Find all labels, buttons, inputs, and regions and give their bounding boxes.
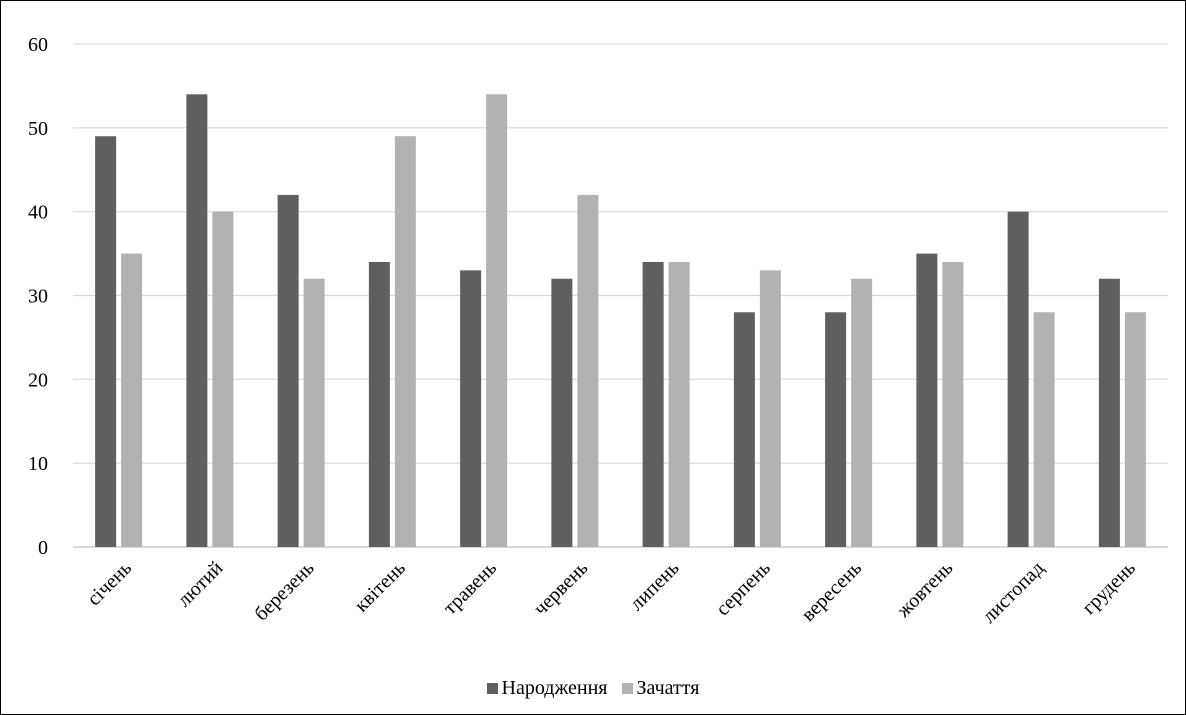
- x-axis-ticks: січень лютий березень квітень травень червень…: [83, 557, 1140, 628]
- bar-births-3: [368, 261, 390, 547]
- bar-births-2: [277, 194, 299, 547]
- bar-births-0: [95, 136, 117, 547]
- legend-swatch-births: [486, 683, 498, 694]
- x-tick-label: березень: [250, 557, 318, 625]
- x-tick-label: серпень: [712, 557, 775, 620]
- bar-conceptions-1: [212, 211, 234, 547]
- legend-label-births: Народження: [501, 677, 608, 699]
- legend-swatch-conceptions: [621, 683, 633, 694]
- bar-conceptions-5: [577, 194, 599, 547]
- x-tick-label: грудень: [1078, 557, 1140, 619]
- bar-conceptions-7: [759, 270, 781, 547]
- bar-births-5: [551, 278, 573, 547]
- legend: Народження Зачаття: [1, 677, 1185, 700]
- y-tick-label: 30: [28, 286, 48, 308]
- bar-births-10: [1007, 211, 1029, 547]
- y-tick-label: 10: [28, 453, 48, 475]
- bar-conceptions-11: [1124, 312, 1146, 547]
- x-tick-label: лютий: [173, 557, 228, 612]
- y-tick-label: 0: [38, 537, 48, 559]
- x-tick-label: листопад: [978, 557, 1049, 628]
- bar-conceptions-8: [851, 278, 873, 547]
- y-axis-ticks: 0 10 20 30 40 50 60: [28, 34, 48, 559]
- bar-conceptions-3: [394, 136, 416, 547]
- legend-entry-births: Народження: [486, 677, 608, 700]
- bars: [95, 94, 1146, 548]
- x-tick-label: жовтень: [892, 557, 958, 623]
- bar-conceptions-0: [121, 253, 143, 548]
- bar-conceptions-9: [942, 261, 964, 547]
- y-tick-label: 50: [28, 118, 48, 140]
- bar-conceptions-6: [668, 261, 690, 547]
- x-tick-label: липень: [626, 557, 684, 615]
- legend-label-conceptions: Зачаття: [636, 677, 700, 699]
- bar-conceptions-2: [303, 278, 325, 547]
- bar-births-7: [733, 312, 755, 547]
- x-tick-label: червень: [530, 557, 593, 620]
- bar-births-1: [186, 94, 208, 548]
- bar-births-9: [916, 253, 938, 548]
- y-tick-label: 40: [28, 202, 48, 224]
- y-tick-label: 60: [28, 34, 48, 56]
- bar-births-4: [460, 270, 482, 547]
- x-tick-label: травень: [439, 557, 501, 619]
- bar-conceptions-10: [1033, 312, 1055, 547]
- bar-births-6: [642, 261, 664, 547]
- x-tick-label: січень: [83, 557, 136, 610]
- x-tick-label: квітень: [350, 557, 410, 617]
- y-tick-label: 20: [28, 369, 48, 391]
- gridlines: [73, 43, 1168, 548]
- bar-births-8: [825, 312, 847, 547]
- bar-conceptions-4: [486, 94, 508, 548]
- bar-births-11: [1098, 278, 1120, 547]
- x-tick-label: вересень: [797, 557, 866, 626]
- legend-entry-conceptions: Зачаття: [621, 677, 700, 700]
